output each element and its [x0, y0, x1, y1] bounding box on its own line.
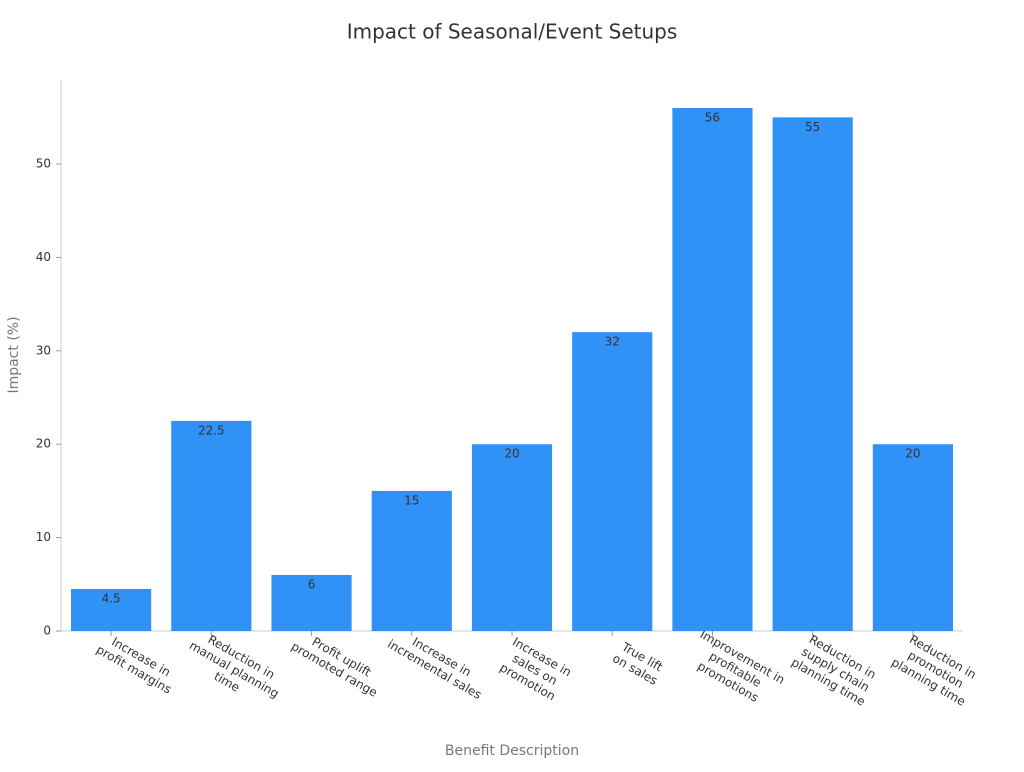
value-label: 20	[504, 447, 519, 461]
bar	[71, 588, 152, 631]
x-tick-label: True lifton sales	[610, 638, 667, 687]
value-label: 56	[705, 111, 720, 125]
value-label: 20	[905, 447, 920, 461]
y-tick-label: 10	[36, 530, 51, 544]
bar	[772, 117, 853, 631]
x-tick-label: Reduction inmanual planningtime	[180, 625, 289, 712]
bar	[371, 490, 452, 631]
y-tick-label: 0	[43, 624, 51, 638]
x-tick-label: Improvement inprofitablepromotions	[683, 627, 787, 712]
bar	[572, 332, 653, 631]
value-label: 4.5	[102, 591, 121, 605]
value-label: 15	[404, 493, 419, 507]
x-tick-label: Increase insales onpromotion	[496, 634, 574, 704]
x-axis-title: Benefit Description	[445, 743, 579, 759]
x-tick-label: Increase inprofit margins	[94, 629, 181, 696]
y-axis-title: Impact (%)	[6, 316, 22, 393]
x-tick-label: Reduction inpromotionplanning time	[889, 630, 982, 709]
x-tick-label: Reduction insupply chainplanning time	[789, 630, 882, 709]
bar	[471, 444, 553, 631]
y-tick-label: 20	[36, 437, 51, 451]
value-label: 32	[605, 335, 620, 349]
chart-title: Impact of Seasonal/Event Setups	[347, 20, 678, 44]
bar	[872, 444, 953, 631]
y-tick-label: 40	[36, 250, 51, 264]
bar	[171, 420, 252, 631]
y-tick-label: 50	[36, 157, 51, 171]
value-label: 22.5	[198, 423, 225, 437]
bar	[271, 574, 352, 631]
bar	[672, 108, 753, 631]
value-label: 6	[308, 577, 316, 591]
x-tick-label: Increase inincremental sales	[385, 624, 491, 702]
value-label: 55	[805, 120, 820, 134]
y-tick-label: 30	[36, 343, 51, 357]
x-tick-label: Profit upliftpromoted range	[289, 626, 387, 699]
